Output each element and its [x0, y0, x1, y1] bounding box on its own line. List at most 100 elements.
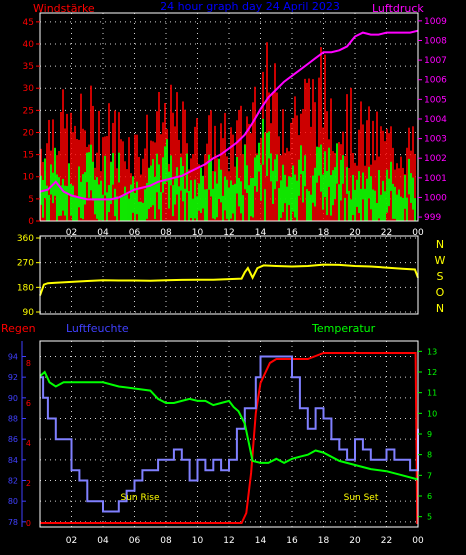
compass-label: S: [437, 270, 444, 283]
right-tick-label: 1003: [424, 135, 447, 145]
x-tick-label: 12: [223, 536, 234, 546]
left-tick-label: 0: [28, 217, 34, 227]
regen-tick-label: 4: [26, 439, 31, 448]
x-tick-label: 16: [286, 228, 298, 238]
x-tick-label: 20: [349, 228, 361, 238]
left-tick-label: 5: [28, 195, 34, 205]
direction-tick-label: 270: [17, 259, 34, 269]
left-tick-label: 25: [23, 106, 34, 116]
chart1-wind-bars: [40, 118, 416, 221]
chart1-pressure-line: [39, 29, 419, 201]
chart1-x-ticks: 02 04 06 08 10 12 14 16 18 20 22 00: [66, 228, 424, 238]
x-tick-label: 02: [66, 536, 77, 546]
right-tick-label: 1000: [424, 193, 447, 203]
regen-tick-label: 2: [26, 479, 31, 488]
chart3-humidity-ticks: 78 80 82 84 86 88 90 92 94: [8, 341, 26, 527]
right-tick-label: 1004: [424, 115, 447, 125]
chart3-regen-line: [40, 352, 419, 524]
x-tick-label: 04: [97, 536, 109, 546]
x-tick-label: 04: [97, 228, 109, 238]
chart1-right-ticks: 999 1000 1001 1002 1003 1004 1005 1006 1007 1008 1…: [418, 17, 447, 223]
left-tick-label: 35: [23, 62, 34, 72]
chart3-humidity-label: Luftfeuchte: [66, 322, 129, 335]
left-tick-label: 20: [23, 128, 35, 138]
left-tick-label: 15: [23, 151, 34, 161]
x-tick-label: 12: [223, 228, 234, 238]
chart1-left-ticks: 0 5 10 15 20 25 30 35 40 45: [23, 18, 40, 227]
humidity-tick-label: 80: [8, 497, 18, 506]
regen-tick-label: 8: [26, 359, 31, 368]
chart1-right-axis-label: Luftdruck: [372, 2, 424, 15]
left-tick-label: 10: [23, 173, 35, 183]
x-tick-label: 18: [318, 536, 330, 546]
humidity-tick-label: 88: [8, 415, 18, 424]
humidity-tick-label: 90: [8, 394, 18, 403]
compass-label: N: [436, 302, 444, 315]
direction-tick-label: 90: [23, 308, 35, 318]
x-tick-label: 06: [129, 228, 141, 238]
x-tick-label: 16: [286, 536, 298, 546]
humidity-tick-label: 78: [8, 518, 18, 527]
x-tick-label: 14: [255, 228, 267, 238]
temperature-tick-label: 6: [427, 492, 432, 501]
x-tick-label: 00: [412, 536, 424, 546]
chart1-title: 24 hour graph day 24 April 2023: [160, 0, 340, 13]
x-tick-label: 02: [66, 228, 77, 238]
x-tick-label: 08: [160, 228, 172, 238]
chart2-y-ticks: 90 180 270 360: [17, 234, 40, 318]
temperature-tick-label: 12: [427, 368, 437, 377]
chart3-regen-ticks: 0 2 4 6 8: [26, 359, 31, 528]
temperature-tick-label: 10: [427, 409, 437, 418]
temperature-tick-label: 8: [427, 451, 432, 460]
left-tick-label: 45: [23, 18, 34, 28]
compass-label: N: [436, 238, 444, 251]
right-tick-label: 999: [424, 213, 441, 223]
x-tick-label: 20: [349, 536, 361, 546]
chart2-grid: [40, 236, 419, 314]
right-tick-label: 1007: [424, 56, 447, 66]
right-tick-label: 1005: [424, 95, 447, 105]
x-tick-label: 06: [129, 536, 141, 546]
compass-label: W: [435, 254, 446, 267]
x-tick-label: 10: [192, 228, 204, 238]
chart2-frame: [39, 235, 419, 315]
x-tick-label: 18: [318, 228, 330, 238]
temperature-tick-label: 9: [427, 430, 432, 439]
temperature-tick-label: 13: [427, 347, 437, 356]
chart3-humidity-line: [40, 355, 419, 513]
chart3-temperature-line: [39, 370, 419, 481]
right-tick-label: 1009: [424, 17, 447, 27]
right-tick-label: 1008: [424, 36, 447, 46]
compass-label: O: [436, 286, 445, 299]
chart2-direction-line: [39, 263, 419, 296]
chart3-x-ticks: 02 04 06 08 10 12 14 16 18 20 22 00: [66, 536, 424, 546]
sun-rise-annotation: Sun Rise: [121, 493, 160, 503]
humidity-tick-label: 86: [8, 435, 18, 444]
chart3-regen-label: Regen: [1, 322, 36, 335]
chart1-frame: [39, 12, 419, 222]
temperature-tick-label: 11: [427, 389, 437, 398]
chart1-left-axis-label: Windstärke: [33, 2, 95, 15]
humidity-tick-label: 84: [8, 456, 18, 465]
direction-tick-label: 360: [17, 234, 34, 244]
x-tick-label: 22: [381, 228, 392, 238]
humidity-tick-label: 82: [8, 477, 18, 486]
humidity-tick-label: 92: [8, 373, 18, 382]
x-tick-label: 10: [192, 536, 204, 546]
direction-tick-label: 180: [17, 283, 34, 293]
x-tick-label: 08: [160, 536, 172, 546]
chart3-temperature-label: Temperatur: [311, 322, 376, 335]
x-tick-label: 14: [255, 536, 267, 546]
temperature-tick-label: 7: [427, 471, 432, 480]
x-tick-label: 22: [381, 536, 392, 546]
regen-tick-label: 6: [26, 399, 31, 408]
left-tick-label: 30: [23, 84, 35, 94]
chart3-temperature-ticks: 5 6 7 8 9 10 11 12 13: [418, 347, 437, 522]
right-tick-label: 1002: [424, 154, 447, 164]
right-tick-label: 1001: [424, 174, 447, 184]
temperature-tick-label: 5: [427, 513, 432, 522]
humidity-tick-label: 94: [8, 353, 18, 362]
left-tick-label: 40: [23, 40, 35, 50]
